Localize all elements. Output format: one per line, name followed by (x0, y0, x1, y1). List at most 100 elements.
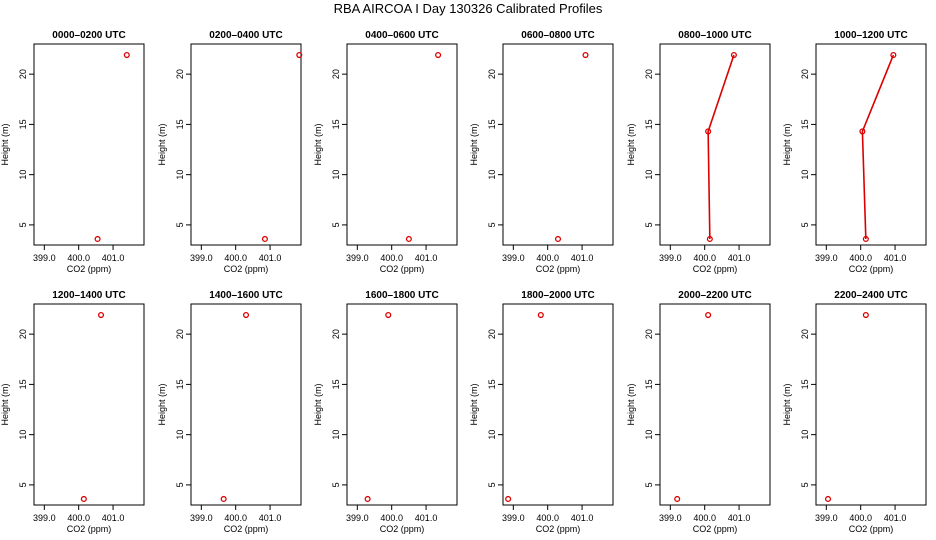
plot-frame (502, 43, 614, 246)
x-tick-label: 401.0 (415, 253, 438, 263)
y-tick-label: 15 (18, 379, 28, 389)
y-tick-label: 10 (644, 430, 654, 440)
y-tick-label: 5 (487, 482, 497, 487)
data-point (537, 312, 544, 319)
y-axis-label: Height (m) (782, 123, 792, 165)
y-tick-label: 5 (331, 222, 341, 227)
data-point (859, 128, 866, 135)
y-tick-label: 20 (18, 329, 28, 339)
data-point (824, 495, 832, 503)
y-axis-label: Height (m) (0, 123, 10, 165)
x-axis-label: CO2 (ppm) (67, 264, 112, 274)
x-tick-label: 399.0 (502, 253, 525, 263)
data-point (97, 312, 105, 319)
x-tick-label: 400.0 (693, 513, 716, 523)
y-tick-label: 10 (644, 170, 654, 180)
y-tick-label: 20 (175, 329, 185, 339)
x-tick-label: 401.0 (571, 513, 594, 523)
plot-frame (190, 303, 302, 506)
panel-title: 1000–1200 UTC (834, 30, 907, 41)
panel-title: 0400–0600 UTC (365, 30, 438, 41)
y-tick-label: 15 (175, 119, 185, 129)
y-tick-label: 20 (644, 329, 654, 339)
panel-title: 0600–0800 UTC (521, 30, 594, 41)
y-tick-label: 10 (18, 170, 28, 180)
x-axis-label: CO2 (ppm) (380, 264, 425, 274)
plot-frame (346, 303, 458, 506)
x-axis-label: CO2 (ppm) (224, 264, 269, 274)
x-tick-label: 400.0 (849, 513, 872, 523)
plot-frame (502, 303, 614, 506)
plot-frame (815, 43, 927, 246)
y-axis-label: Height (m) (157, 123, 167, 165)
y-axis-label: Height (m) (626, 123, 636, 165)
x-axis-label: CO2 (ppm) (67, 524, 112, 534)
data-point (674, 495, 681, 503)
x-axis-label: CO2 (ppm) (693, 264, 738, 274)
y-tick-label: 15 (487, 379, 497, 389)
data-point (123, 52, 130, 59)
x-tick-label: 400.0 (67, 513, 90, 523)
plot-frame (33, 43, 145, 246)
x-tick-label: 399.0 (190, 253, 213, 263)
panel-title: 0000–0200 UTC (52, 30, 125, 41)
data-point (261, 235, 268, 243)
x-tick-label: 401.0 (884, 253, 907, 263)
data-point (385, 312, 392, 319)
x-tick-label: 400.0 (380, 513, 403, 523)
y-tick-label: 10 (331, 430, 341, 440)
data-point (890, 52, 897, 59)
data-point (582, 52, 589, 59)
x-axis-label: CO2 (ppm) (849, 264, 894, 274)
data-point (296, 52, 303, 59)
data-point (705, 312, 712, 319)
y-tick-label: 10 (487, 170, 497, 180)
y-tick-label: 10 (18, 430, 28, 440)
x-tick-label: 399.0 (346, 253, 369, 263)
panel-title: 0800–1000 UTC (678, 30, 751, 41)
x-tick-label: 399.0 (815, 513, 838, 523)
x-tick-label: 399.0 (346, 513, 369, 523)
data-point (730, 52, 737, 59)
y-axis-label: Height (m) (469, 123, 479, 165)
y-tick-label: 5 (644, 482, 654, 487)
x-axis-label: CO2 (ppm) (849, 524, 894, 534)
x-axis-label: CO2 (ppm) (693, 524, 738, 534)
y-tick-label: 10 (800, 170, 810, 180)
y-axis-label: Height (m) (626, 383, 636, 425)
data-point (80, 495, 87, 503)
y-tick-label: 10 (331, 170, 341, 180)
y-axis-label: Height (m) (157, 383, 167, 425)
y-tick-label: 15 (18, 119, 28, 129)
profile-line (707, 54, 735, 239)
y-tick-label: 15 (331, 379, 341, 389)
x-tick-label: 399.0 (659, 253, 682, 263)
y-tick-label: 20 (487, 329, 497, 339)
x-tick-label: 401.0 (415, 513, 438, 523)
x-tick-label: 399.0 (33, 253, 56, 263)
panel-title: 1400–1600 UTC (209, 290, 282, 301)
y-tick-label: 20 (18, 69, 28, 79)
x-axis-label: CO2 (ppm) (380, 524, 425, 534)
y-tick-label: 20 (800, 69, 810, 79)
x-tick-label: 399.0 (659, 513, 682, 523)
y-tick-label: 15 (175, 379, 185, 389)
y-tick-label: 5 (800, 222, 810, 227)
data-point (505, 495, 512, 503)
y-axis-label: Height (m) (469, 383, 479, 425)
x-tick-label: 401.0 (259, 253, 282, 263)
x-tick-label: 400.0 (693, 253, 716, 263)
y-tick-label: 5 (175, 482, 185, 487)
panel-title: 1600–1800 UTC (365, 290, 438, 301)
plot-frame (815, 303, 927, 506)
x-tick-label: 401.0 (884, 513, 907, 523)
x-tick-label: 401.0 (571, 253, 594, 263)
x-tick-label: 401.0 (259, 513, 282, 523)
y-axis-label: Height (m) (313, 383, 323, 425)
y-tick-label: 10 (175, 430, 185, 440)
x-tick-label: 400.0 (224, 513, 247, 523)
y-tick-label: 15 (800, 379, 810, 389)
y-tick-label: 5 (175, 222, 185, 227)
y-tick-label: 20 (644, 69, 654, 79)
